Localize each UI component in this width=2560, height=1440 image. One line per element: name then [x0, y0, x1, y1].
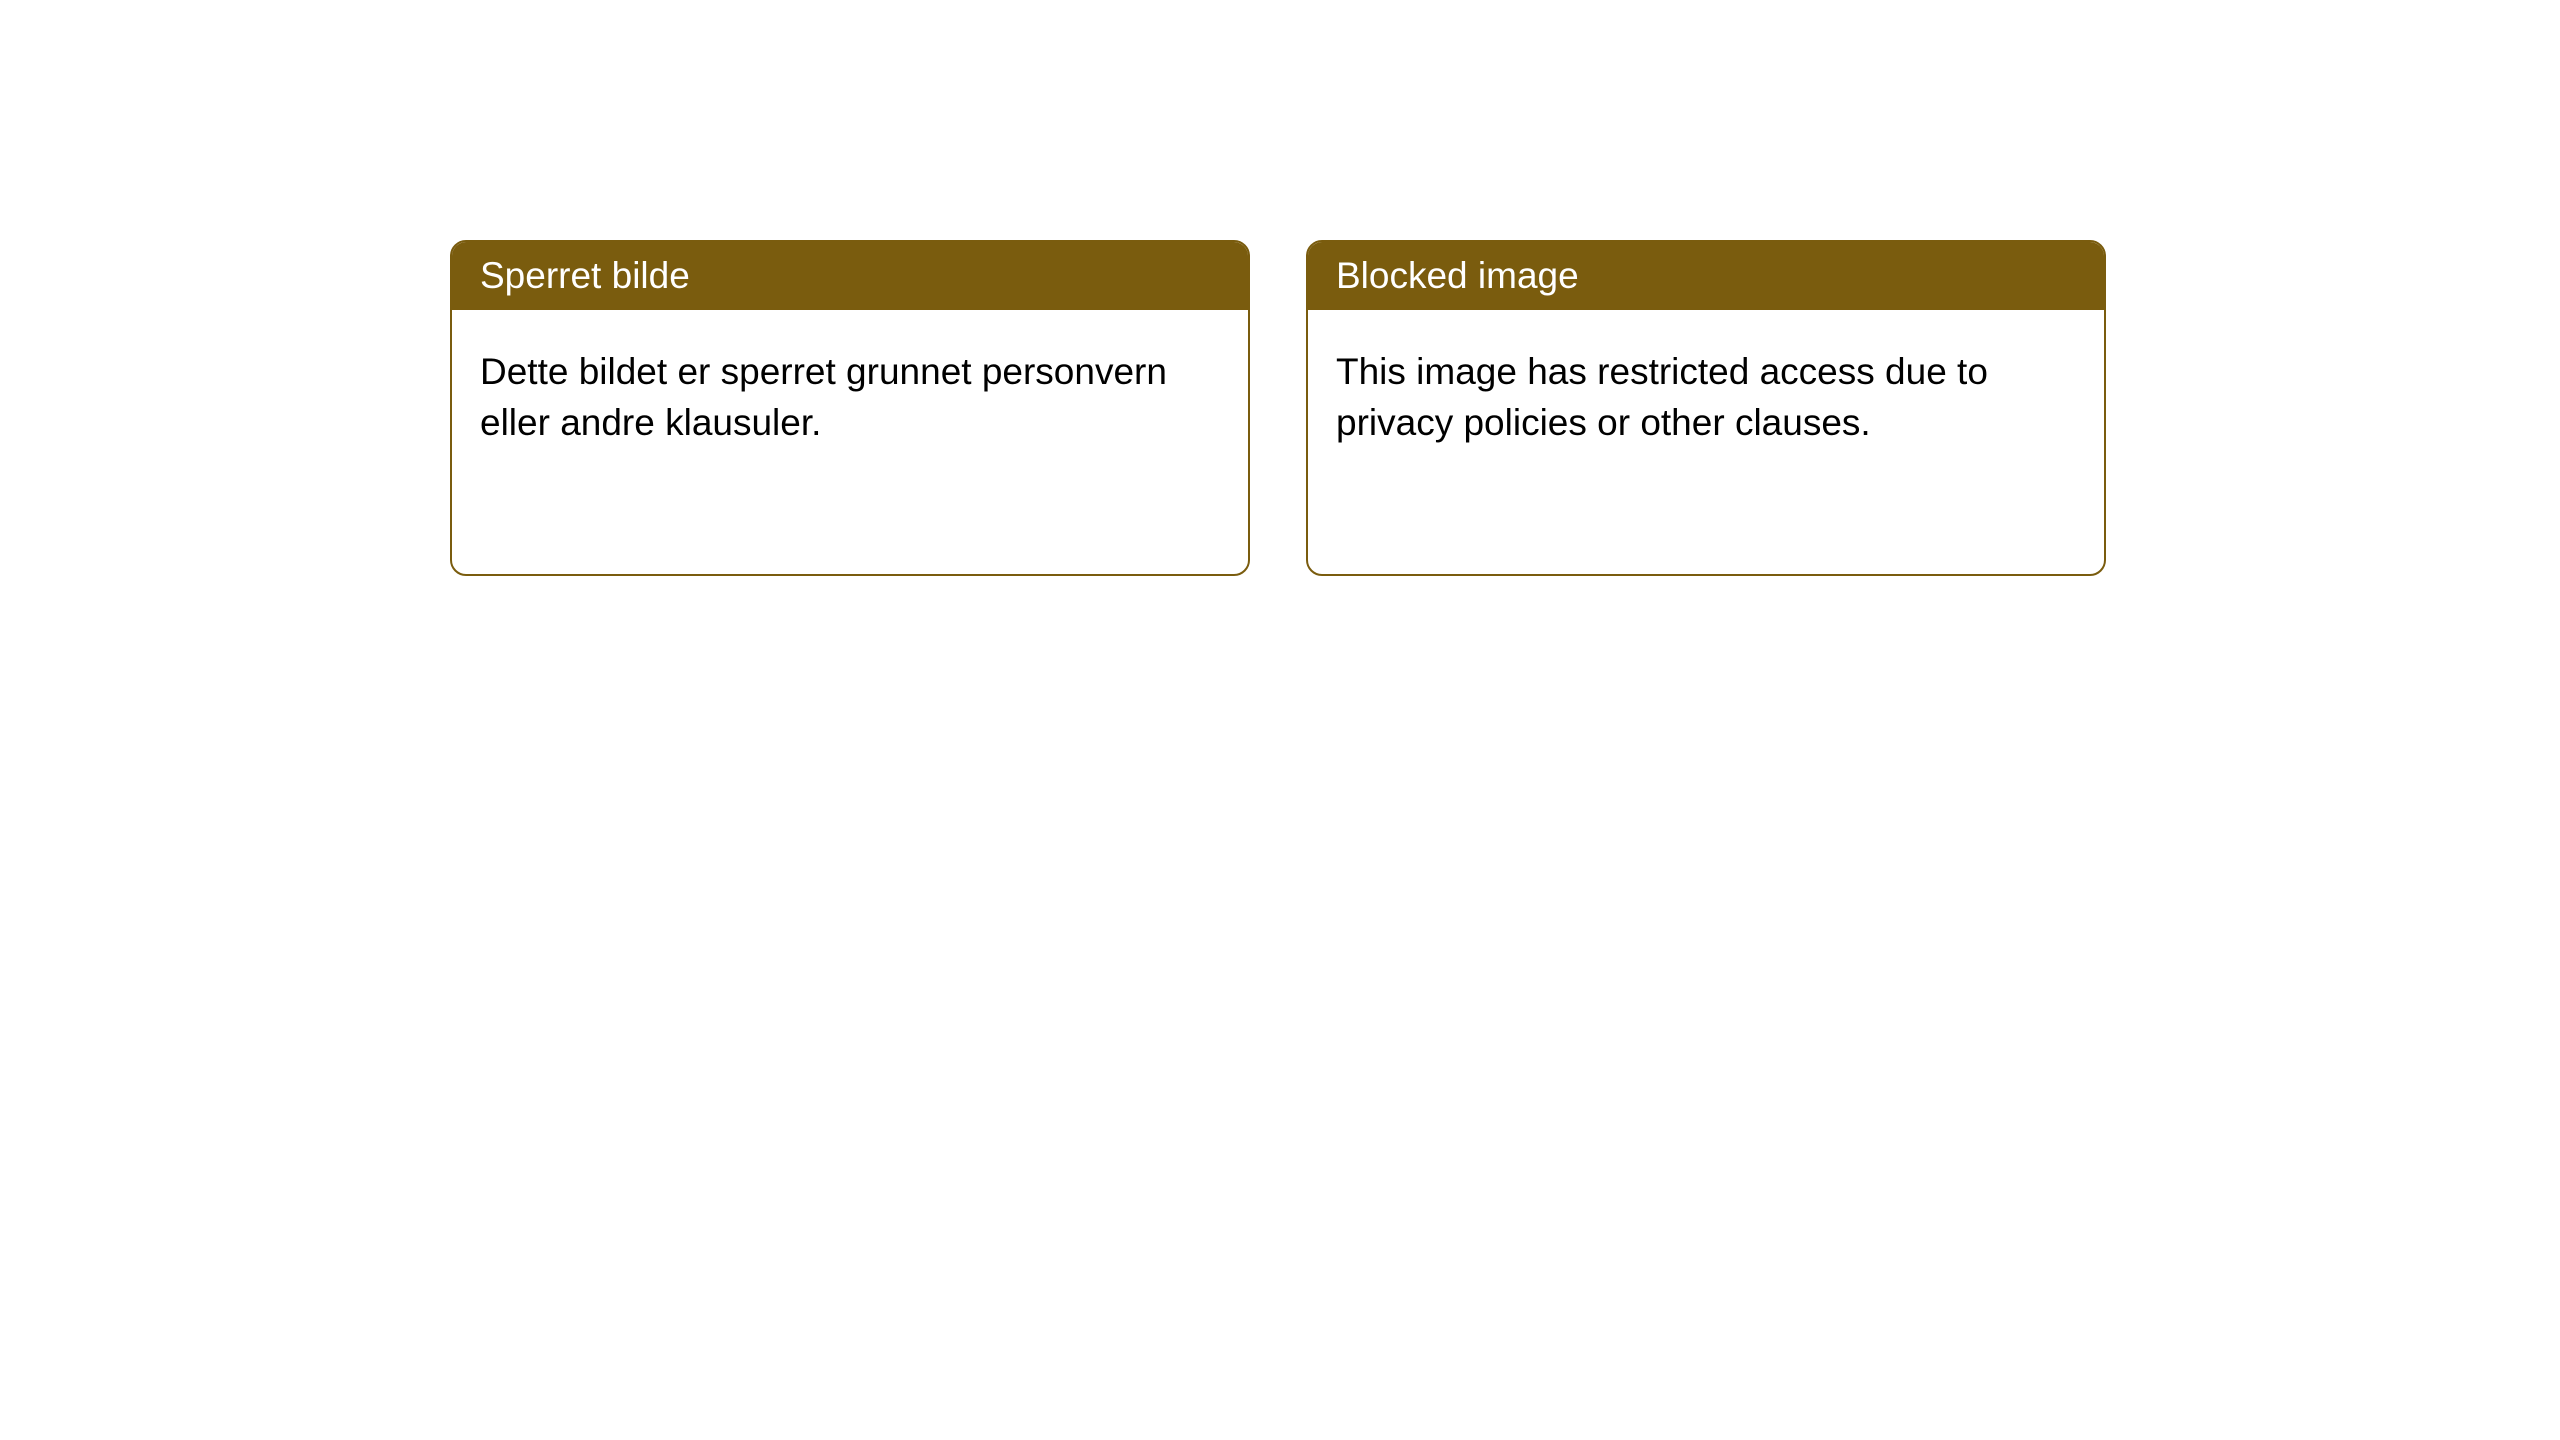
card-header-nb: Sperret bilde [452, 242, 1248, 310]
card-row: Sperret bilde Dette bildet er sperret gr… [0, 0, 2560, 576]
card-body-en: This image has restricted access due to … [1308, 310, 2104, 484]
card-header-en: Blocked image [1308, 242, 2104, 310]
notice-card-en: Blocked image This image has restricted … [1306, 240, 2106, 576]
notice-card-nb: Sperret bilde Dette bildet er sperret gr… [450, 240, 1250, 576]
card-body-nb: Dette bildet er sperret grunnet personve… [452, 310, 1248, 484]
